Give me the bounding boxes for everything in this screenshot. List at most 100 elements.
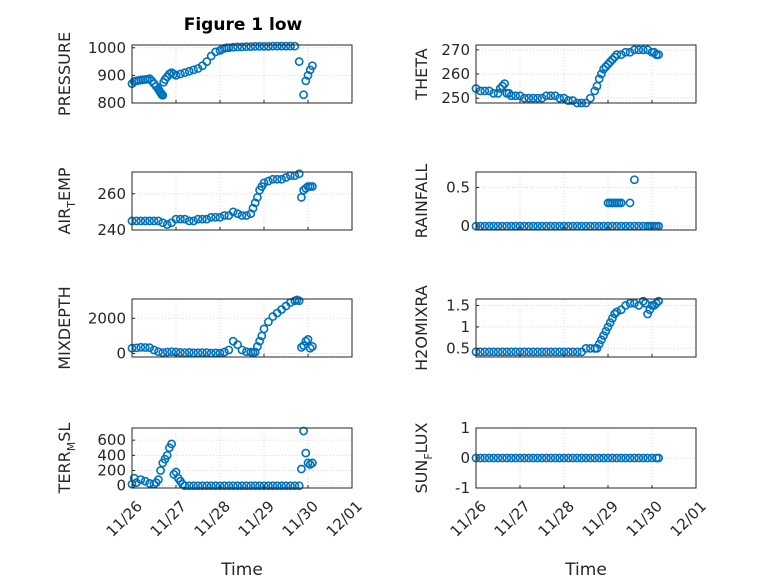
- data-point: [189, 348, 198, 358]
- data-point: [649, 47, 659, 57]
- data-point: [189, 216, 198, 226]
- data-point: [294, 296, 304, 306]
- y-axis-label: THETA: [412, 48, 431, 100]
- y-axis-label: PRESSURE: [55, 32, 74, 116]
- y-tick-label: 260: [97, 185, 126, 203]
- data-point: [202, 348, 212, 358]
- data-point: [564, 347, 573, 357]
- data-point: [568, 453, 578, 463]
- data-point: [480, 453, 490, 463]
- data-point: [652, 298, 661, 308]
- data-point: [511, 91, 520, 101]
- data-point: [484, 347, 494, 357]
- data-point: [625, 198, 635, 208]
- x-axis-label: Time: [564, 560, 607, 580]
- data-point: [546, 91, 556, 101]
- data-point: [489, 88, 498, 98]
- data-point: [511, 453, 520, 463]
- data-point: [546, 453, 556, 463]
- data-point: [601, 62, 611, 72]
- y-axis-label: MIXDEPTH: [55, 286, 74, 369]
- y-tick-label: 1000: [88, 39, 126, 57]
- data-point: [475, 86, 485, 96]
- data-point: [268, 174, 278, 184]
- data-point: [202, 214, 212, 224]
- data-point: [285, 481, 295, 491]
- data-point: [224, 345, 234, 355]
- data-point: [241, 211, 251, 220]
- x-tick-label: 11/27: [147, 497, 190, 540]
- data-point: [500, 79, 509, 89]
- data-point: [528, 93, 538, 103]
- data-point: [296, 342, 306, 352]
- data-point: [307, 342, 317, 351]
- data-point: [307, 61, 317, 71]
- data-point: [233, 340, 242, 350]
- x-tick-label: 11/26: [103, 497, 146, 540]
- axes-box: [475, 171, 697, 231]
- data-point: [237, 211, 247, 220]
- data-point: [612, 50, 622, 60]
- data-point: [153, 216, 163, 226]
- data-point: [511, 347, 520, 357]
- data-point: [537, 453, 547, 463]
- axes-box: [131, 427, 353, 489]
- data-point: [237, 42, 247, 52]
- data-point: [285, 41, 295, 51]
- data-point: [630, 45, 639, 55]
- data-point: [301, 336, 311, 346]
- data-point: [493, 347, 503, 357]
- data-point: [643, 453, 652, 463]
- data-point: [175, 348, 185, 357]
- data-point: [233, 42, 242, 52]
- data-point: [228, 481, 238, 491]
- data-point: [140, 476, 150, 486]
- data-point: [590, 453, 600, 463]
- x-tick-label: 11/28: [191, 497, 234, 540]
- y-axis-label: TERRMSL: [55, 423, 78, 495]
- data-point: [149, 216, 159, 226]
- data-point: [136, 475, 146, 485]
- y-axis-label: SUNFLUX: [412, 422, 435, 493]
- data-point: [211, 481, 220, 491]
- data-point: [241, 481, 251, 491]
- data-point: [277, 481, 286, 491]
- x-tick-label: 11/28: [535, 497, 578, 540]
- data-point: [268, 481, 278, 491]
- data-point: [250, 481, 260, 491]
- data-point: [290, 481, 300, 491]
- axes-box: [131, 298, 353, 358]
- data-point: [219, 211, 229, 220]
- data-point: [506, 453, 516, 463]
- data-point: [605, 318, 615, 328]
- data-point: [296, 192, 306, 202]
- data-point: [577, 453, 586, 463]
- data-point: [184, 348, 194, 357]
- data-point: [153, 475, 163, 485]
- data-point: [158, 90, 168, 100]
- x-tick-label: 11/26: [447, 497, 490, 540]
- data-point: [524, 347, 534, 357]
- data-point: [502, 453, 512, 463]
- data-point: [189, 65, 198, 75]
- data-point: [248, 203, 258, 213]
- data-point: [515, 453, 525, 463]
- data-point: [520, 93, 529, 103]
- data-point: [281, 41, 291, 51]
- data-point: [252, 342, 262, 351]
- data-point: [303, 335, 313, 344]
- data-point: [594, 453, 604, 463]
- data-point: [281, 481, 291, 491]
- data-point: [625, 453, 635, 463]
- data-point: [638, 45, 648, 55]
- data-point: [263, 317, 273, 327]
- data-point: [630, 175, 639, 185]
- data-point: [206, 481, 216, 491]
- data-point: [301, 448, 311, 458]
- y-tick-label: 0.5: [446, 339, 470, 357]
- data-point: [616, 50, 626, 60]
- y-tick-label: 0: [460, 217, 470, 235]
- data-point: [638, 296, 648, 306]
- data-point: [599, 453, 608, 463]
